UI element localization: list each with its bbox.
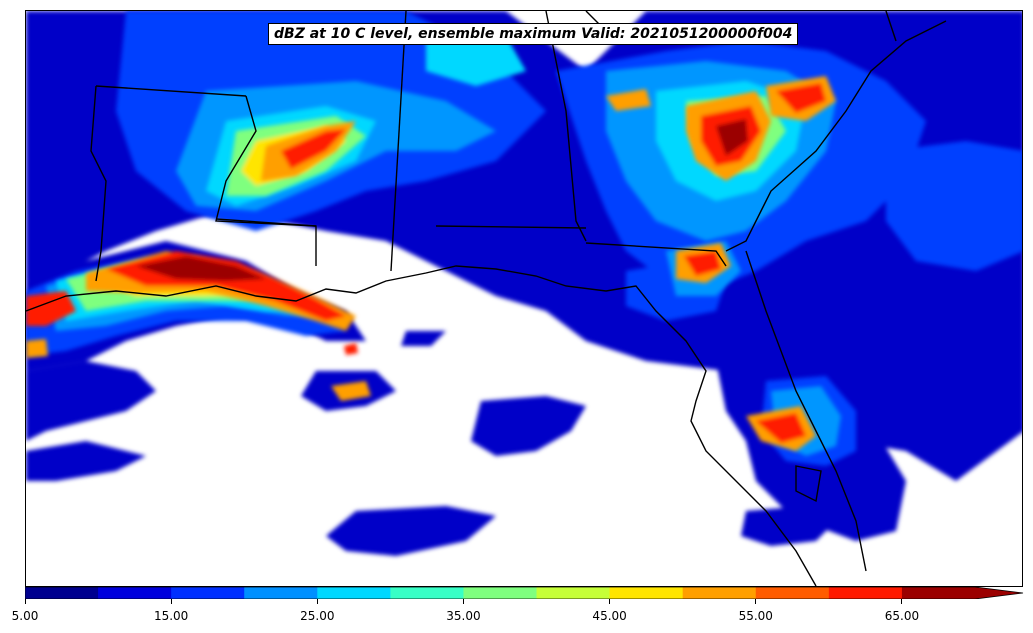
colorbar-bin: [682, 587, 757, 599]
colorbar-bin: [536, 587, 611, 599]
boundary-lines: [26, 11, 947, 586]
colorbar-bin: [828, 587, 903, 599]
colorbar-tick: [24, 599, 26, 604]
colorbar-bin: [609, 587, 684, 599]
radar-map: dBZ at 10 C level, ensemble maximum Vali…: [25, 10, 1023, 587]
reflectivity-field: [26, 11, 1022, 586]
colorbar-tick-label: 25.00: [300, 609, 335, 623]
colorbar-bin: [755, 587, 830, 599]
colorbar-tick-label: 15.00: [153, 609, 189, 623]
colorbar-tick-label: 45.00: [592, 609, 627, 623]
colorbar-tick-label: 35.00: [446, 609, 481, 623]
colorbar-bin: [98, 587, 172, 599]
colorbar-tick-label: 5.00: [11, 609, 39, 623]
colorbar-tick: [755, 599, 757, 604]
colorbar: [25, 587, 1024, 599]
colorbar-tick-label: 65.00: [884, 609, 920, 623]
colorbar-outline: [25, 587, 1024, 599]
map-title: dBZ at 10 C level, ensemble maximum Vali…: [268, 23, 799, 45]
colorbar-bin: [244, 587, 318, 599]
colorbar-bin: [317, 587, 391, 599]
colorbar-bin: [901, 587, 976, 599]
colorbar-extend-arrow: [975, 587, 1023, 599]
colorbar-tick: [901, 599, 903, 604]
colorbar-bin: [463, 587, 538, 599]
colorbar-tick: [170, 599, 172, 604]
colorbar-tick: [609, 599, 611, 604]
colorbar-bin: [171, 587, 245, 599]
colorbar-tick-label: 55.00: [738, 609, 773, 623]
colorbar-tick: [462, 599, 464, 604]
colorbar-bin: [390, 587, 464, 599]
colorbar-tick: [316, 599, 318, 604]
colorbar-bin: [25, 587, 99, 599]
